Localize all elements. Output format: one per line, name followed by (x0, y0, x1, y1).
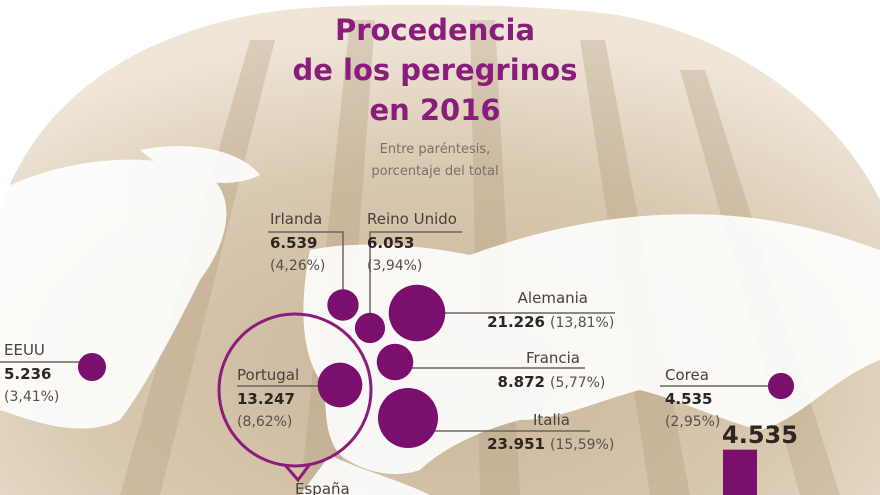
title-line: en 2016 (369, 93, 500, 127)
country-share: (3,94%) (367, 258, 422, 274)
country-bubble (317, 362, 363, 408)
country-name: EEUU (4, 341, 45, 359)
country-bubble (327, 289, 359, 321)
footer-label: España (295, 480, 350, 495)
country-value: 6.053 (367, 234, 414, 252)
country-value: 23.951 (487, 435, 545, 453)
country-share: (2,95%) (665, 414, 720, 430)
title-line: Procedencia (335, 13, 535, 47)
country-bubble (377, 387, 439, 449)
country-value: 21.226 (487, 313, 545, 331)
country-bubble (376, 343, 414, 381)
country-name: Francia (526, 349, 580, 367)
country-share: (8,62%) (237, 414, 292, 430)
country-share: (15,59%) (550, 437, 614, 453)
country-name: Alemania (518, 289, 588, 307)
country-name: Reino Unido (367, 210, 457, 228)
country-name: Corea (665, 366, 709, 384)
country-name: Irlanda (270, 210, 322, 228)
country-share: (3,41%) (4, 389, 59, 405)
country-bubble (77, 352, 107, 382)
country-name: Portugal (237, 366, 299, 384)
country-bubble (767, 372, 795, 400)
subtitle-line: porcentaje del total (371, 164, 498, 179)
country-value: 4.535 (665, 390, 712, 408)
country-value: 6.539 (270, 234, 317, 252)
country-bubble (388, 284, 446, 342)
country-share: (13,81%) (550, 315, 614, 331)
bar-label: 4.535 (722, 421, 798, 449)
country-value: 13.247 (237, 390, 295, 408)
country-bubble (354, 312, 386, 344)
leader-lines (0, 231, 770, 483)
subtitle-line: Entre paréntesis, (380, 142, 491, 157)
title-line: de los peregrinos (293, 53, 578, 87)
country-value: 5.236 (4, 365, 51, 383)
country-value: 8.872 (498, 373, 545, 391)
country-share: (5,77%) (550, 375, 605, 391)
bar (723, 449, 757, 495)
country-share: (4,26%) (270, 258, 325, 274)
country-name: Italia (533, 411, 570, 429)
